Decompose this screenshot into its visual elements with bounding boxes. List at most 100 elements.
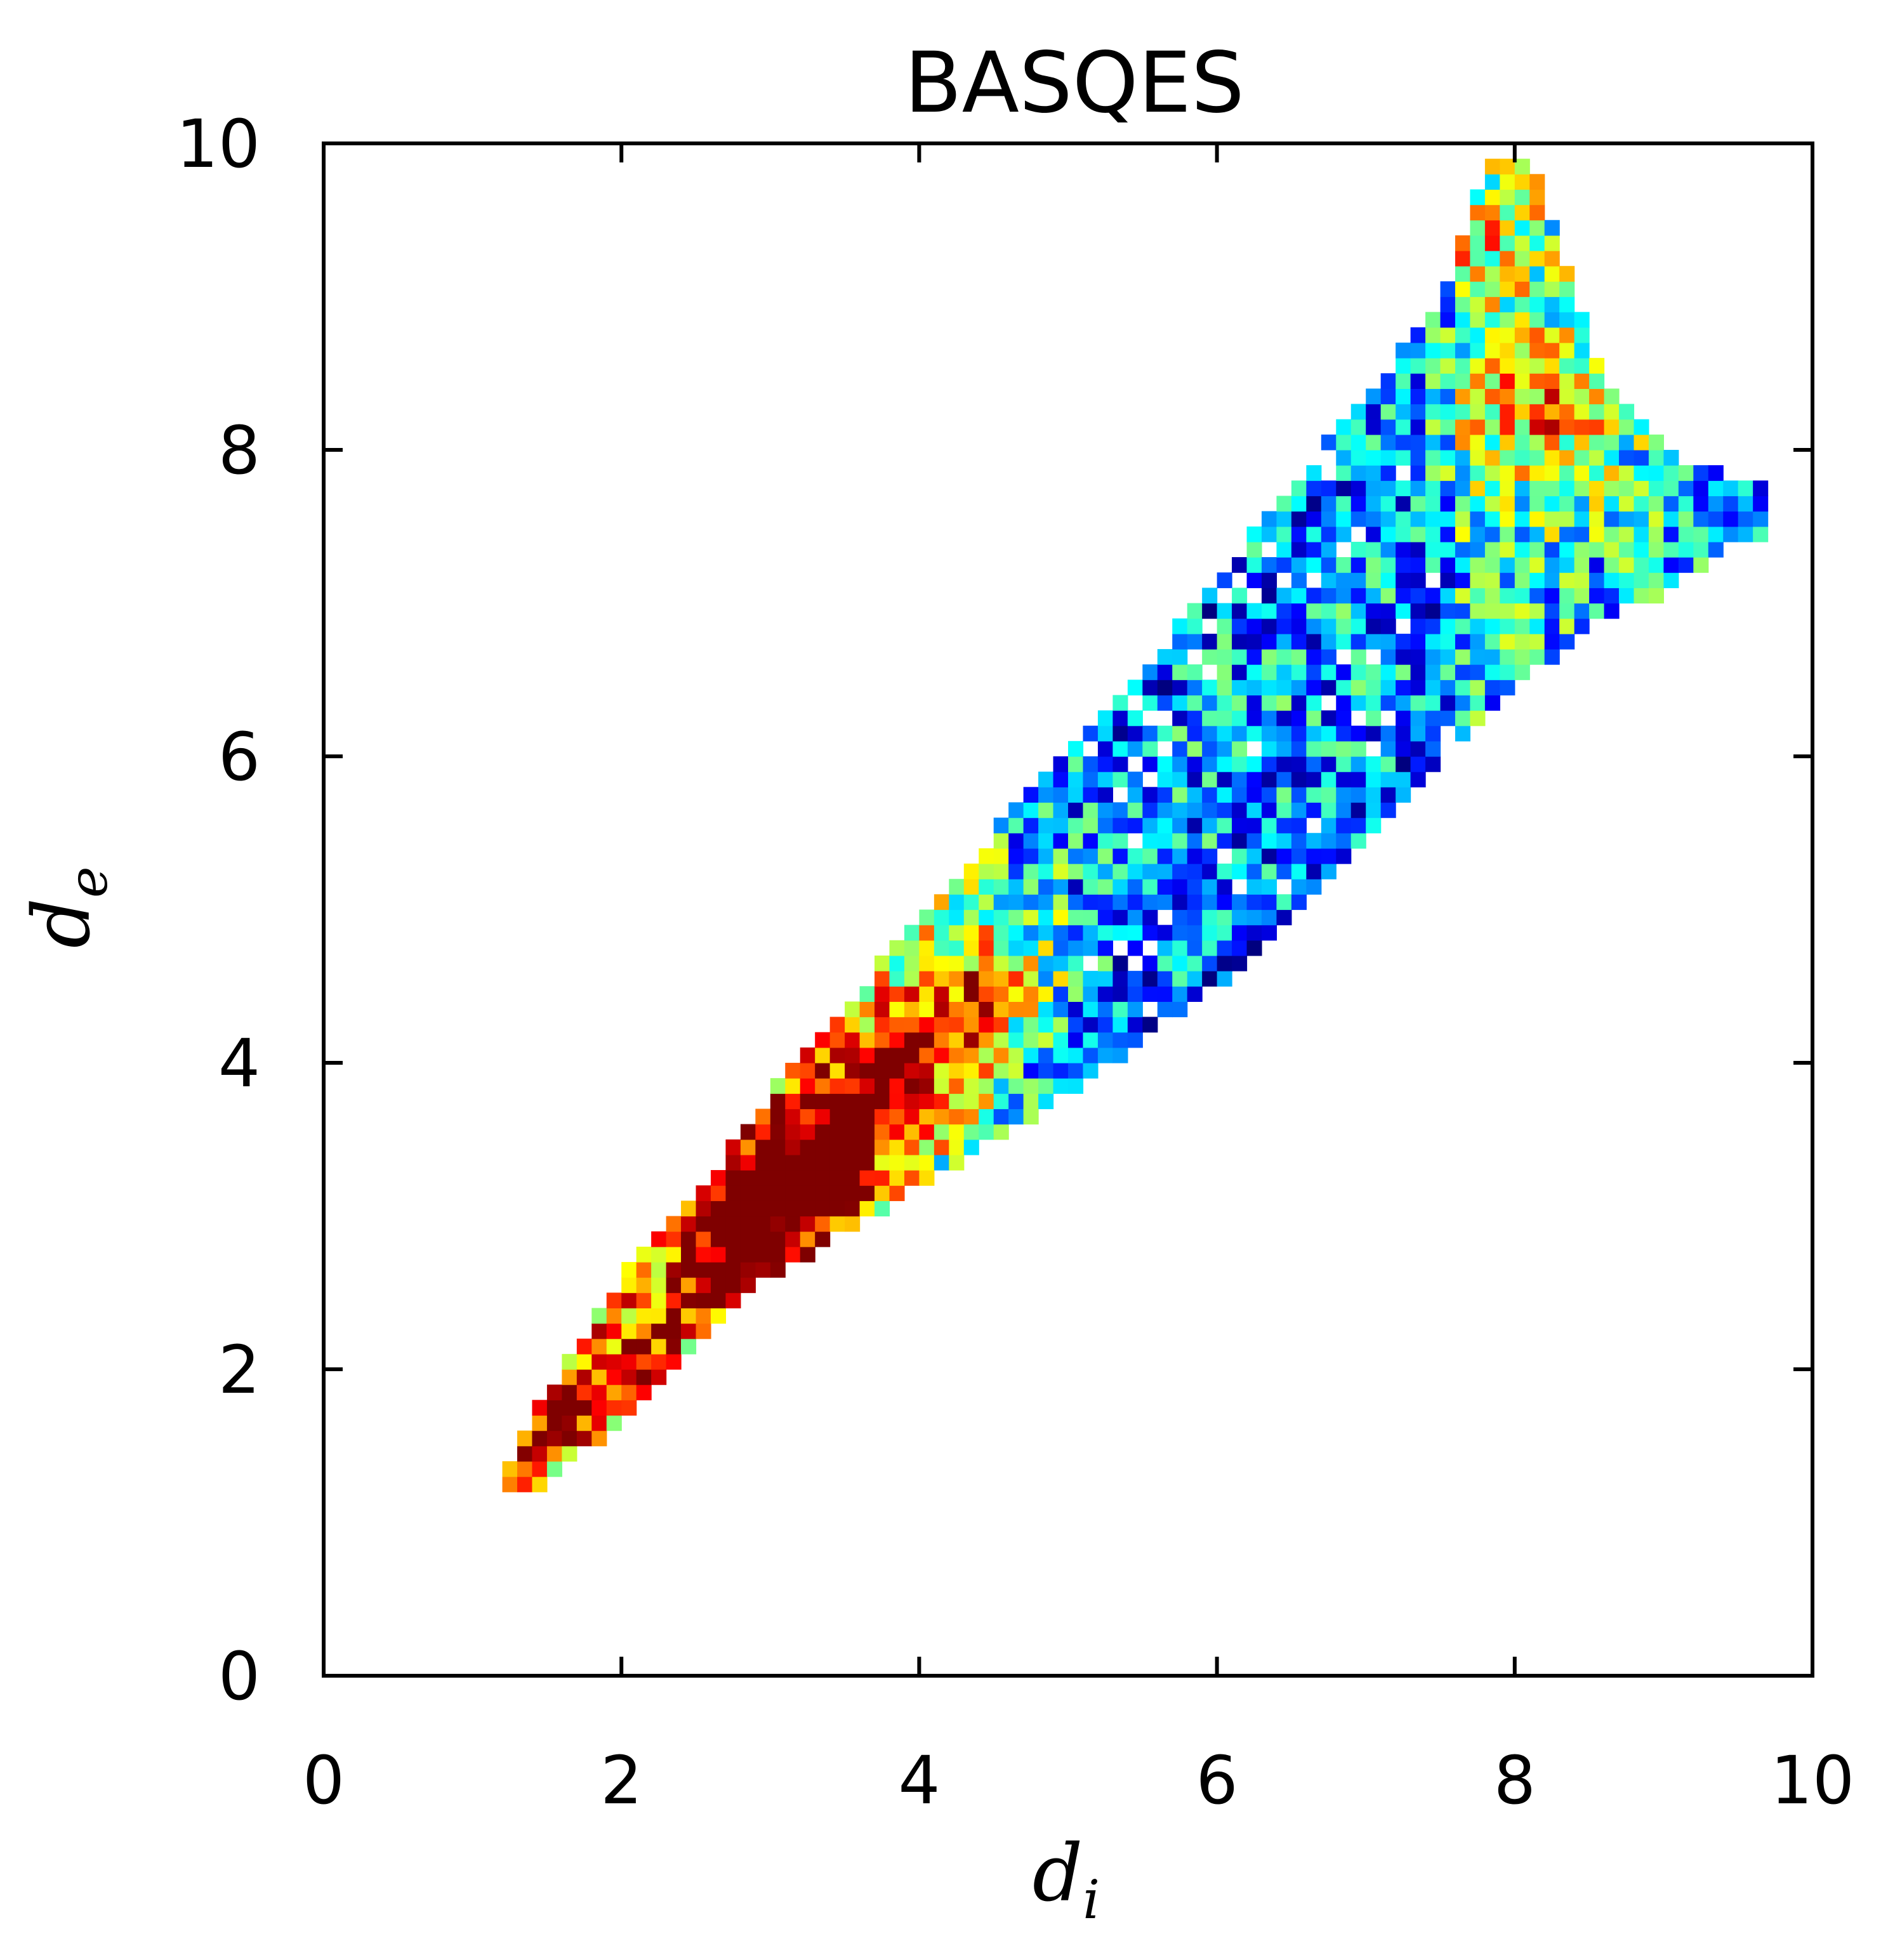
heatmap-cell: [755, 1216, 771, 1232]
heatmap-cell: [1455, 388, 1471, 405]
heatmap-cell: [1396, 648, 1411, 665]
heatmap-cell: [1053, 864, 1069, 879]
heatmap-cell: [1425, 648, 1441, 665]
heatmap-cell: [1380, 648, 1396, 665]
heatmap-cell: [1157, 848, 1173, 864]
heatmap-cell: [1380, 541, 1396, 558]
heatmap-cell: [1112, 1032, 1128, 1048]
heatmap-cell: [1023, 940, 1039, 956]
heatmap-cell: [1246, 603, 1262, 619]
heatmap-cell: [963, 1032, 979, 1048]
heatmap-cell: [1440, 465, 1456, 481]
heatmap-cell: [1559, 327, 1575, 343]
heatmap-cell: [1068, 1078, 1084, 1094]
heatmap-cell: [1053, 817, 1069, 834]
heatmap-cell: [1455, 588, 1471, 604]
heatmap-cell: [621, 1261, 637, 1278]
heatmap-cell: [710, 1292, 727, 1308]
heatmap-cell: [1291, 557, 1307, 573]
heatmap-cell: [829, 1170, 845, 1186]
heatmap-cell: [1425, 710, 1441, 727]
heatmap-cell: [815, 1047, 831, 1063]
heatmap-cell: [725, 1231, 741, 1247]
heatmap-cell: [1008, 802, 1024, 819]
heatmap-cell: [1097, 710, 1113, 727]
heatmap-cell: [1470, 710, 1486, 727]
heatmap-cell: [1097, 879, 1113, 895]
heatmap-cell: [1574, 557, 1590, 573]
heatmap-cell: [785, 1170, 801, 1186]
heatmap-cell: [1321, 633, 1337, 650]
heatmap-cell: [1321, 817, 1337, 834]
heatmap-cell: [1276, 618, 1292, 635]
heatmap-cell: [1604, 434, 1620, 451]
heatmap-cell: [1529, 541, 1545, 558]
heatmap-cell: [1663, 511, 1679, 527]
heatmap-cell: [1678, 496, 1694, 512]
heatmap-cell: [829, 1047, 845, 1063]
heatmap-cell: [1246, 772, 1262, 787]
heatmap-cell: [1068, 986, 1084, 1002]
heatmap-cell: [993, 817, 1009, 834]
heatmap-cell: [1217, 894, 1232, 911]
heatmap-cell: [904, 955, 920, 971]
heatmap-cell: [934, 1124, 949, 1140]
heatmap-cell: [904, 986, 920, 1002]
heatmap-cell: [1514, 174, 1530, 190]
heatmap-cell: [755, 1231, 771, 1247]
heatmap-cell: [845, 1016, 861, 1033]
heatmap-cell: [1023, 832, 1039, 849]
heatmap-cell: [1350, 802, 1366, 819]
heatmap-cell: [1083, 756, 1099, 772]
heatmap-cell: [1202, 756, 1218, 772]
heatmap-cell: [1693, 557, 1709, 573]
heatmap-cell: [1484, 695, 1500, 711]
heatmap-cell: [1455, 358, 1471, 374]
heatmap-cell: [845, 1154, 861, 1171]
heatmap-cell: [1232, 557, 1248, 573]
heatmap-cell: [1083, 1001, 1099, 1018]
heatmap-cell: [1157, 832, 1173, 849]
heatmap-cell: [1589, 358, 1605, 374]
heatmap-cell: [1544, 419, 1560, 435]
heatmap-cell: [1097, 971, 1113, 987]
heatmap-cell: [696, 1323, 711, 1339]
heatmap-cell: [1559, 618, 1575, 635]
heatmap-cell: [1142, 879, 1158, 895]
heatmap-cell: [1350, 772, 1366, 787]
heatmap-cell: [993, 894, 1009, 911]
heatmap-cell: [1440, 648, 1456, 665]
heatmap-cell: [1246, 787, 1262, 803]
heatmap-cell: [1410, 327, 1426, 343]
heatmap-cell: [1023, 909, 1039, 926]
heatmap-cell: [1246, 572, 1262, 588]
heatmap-cell: [1083, 879, 1099, 895]
heatmap-cell: [1336, 633, 1352, 650]
heatmap-cell: [696, 1261, 711, 1278]
heatmap-cell: [1142, 725, 1158, 742]
heatmap-cell: [1574, 541, 1590, 558]
heatmap-cell: [1202, 924, 1218, 941]
heatmap-cell: [606, 1323, 622, 1339]
heatmap-cell: [546, 1415, 562, 1431]
heatmap-cell: [875, 1078, 890, 1094]
heatmap-cell: [1529, 419, 1545, 435]
heatmap-cell: [1663, 450, 1679, 466]
heatmap-cell: [1470, 434, 1486, 451]
heatmap-cell: [755, 1108, 771, 1125]
heatmap-cell: [1634, 588, 1649, 604]
heatmap-cell: [1470, 450, 1486, 466]
heatmap-cell: [919, 986, 935, 1002]
heatmap-cell: [1425, 496, 1441, 512]
heatmap-cell: [1232, 588, 1248, 604]
heatmap-cell: [1083, 802, 1099, 819]
heatmap-cell: [1500, 327, 1515, 343]
heatmap-cell: [934, 1108, 949, 1125]
heatmap-cell: [1038, 879, 1054, 895]
heatmap-cell: [1097, 787, 1113, 803]
heatmap-cell: [904, 1078, 920, 1094]
heatmap-cell: [1500, 434, 1515, 451]
heatmap-cell: [1529, 480, 1545, 497]
heatmap-cell: [1396, 419, 1411, 435]
heatmap-cell: [725, 1154, 741, 1171]
